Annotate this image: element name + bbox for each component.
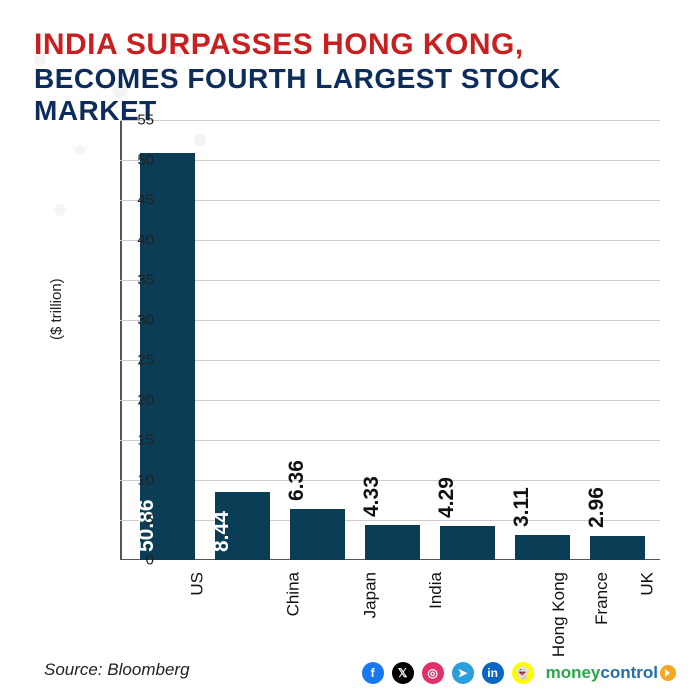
x-category-label: UK: [637, 572, 657, 596]
gridline: [120, 320, 660, 321]
gridline: [120, 120, 660, 121]
x-category-label: France: [591, 572, 611, 625]
y-axis-line: [120, 120, 122, 560]
y-tick-label: 20: [114, 392, 154, 409]
bar: [590, 536, 645, 560]
y-tick-label: 15: [114, 432, 154, 449]
bar-value-label: 2.96: [585, 487, 609, 528]
linkedin-icon[interactable]: in: [482, 662, 504, 684]
y-tick-label: 35: [114, 272, 154, 289]
bar-value-label: 4.29: [435, 477, 459, 518]
bar: [290, 509, 345, 560]
gridline: [120, 360, 660, 361]
x-category-label: US: [187, 572, 207, 596]
gridline: [120, 520, 660, 521]
y-tick-label: 30: [114, 312, 154, 329]
logo-text-money: money: [546, 663, 601, 683]
y-tick-label: 55: [114, 112, 154, 129]
bar-value-label: 8.44: [210, 511, 234, 552]
bar: [365, 525, 420, 560]
y-tick-label: 40: [114, 232, 154, 249]
logo-play-icon: [660, 665, 676, 681]
title-line-1: INDIA SURPASSES HONG KONG,: [34, 28, 680, 63]
y-tick-label: 10: [114, 472, 154, 489]
bar-value-label: 4.33: [360, 477, 384, 518]
gridline: [120, 240, 660, 241]
bar: [515, 535, 570, 560]
facebook-icon[interactable]: f: [362, 662, 384, 684]
moneycontrol-logo[interactable]: moneycontrol: [546, 663, 676, 683]
bar: [440, 526, 495, 560]
source-attribution: Source: Bloomberg: [44, 660, 190, 680]
snapchat-icon[interactable]: 👻: [512, 662, 534, 684]
y-tick-label: 25: [114, 352, 154, 369]
bar-value-label: 6.36: [285, 460, 309, 501]
x-category-label: Hong Kong: [549, 572, 569, 657]
x-category-label: Japan: [360, 572, 380, 618]
gridline: [120, 280, 660, 281]
telegram-icon[interactable]: ➤: [452, 662, 474, 684]
bar-value-label: 3.11: [510, 487, 534, 527]
bar-chart: 50.868.446.364.334.293.112.96: [120, 120, 660, 560]
y-axis-label: ($ trillion): [48, 278, 65, 340]
gridline: [120, 160, 660, 161]
y-tick-label: 0: [114, 552, 154, 569]
x-icon[interactable]: 𝕏: [392, 662, 414, 684]
y-tick-label: 45: [114, 192, 154, 209]
y-tick-label: 50: [114, 152, 154, 169]
gridline: [120, 440, 660, 441]
footer-social-row: f𝕏 ◎ ➤ in 👻 moneycontrol: [362, 662, 676, 684]
x-category-label: China: [283, 572, 303, 616]
gridline: [120, 200, 660, 201]
x-category-label: India: [425, 572, 445, 609]
gridline: [120, 480, 660, 481]
y-tick-label: 5: [114, 512, 154, 529]
instagram-icon[interactable]: ◎: [422, 662, 444, 684]
gridline: [120, 400, 660, 401]
logo-text-control: control: [600, 663, 658, 683]
